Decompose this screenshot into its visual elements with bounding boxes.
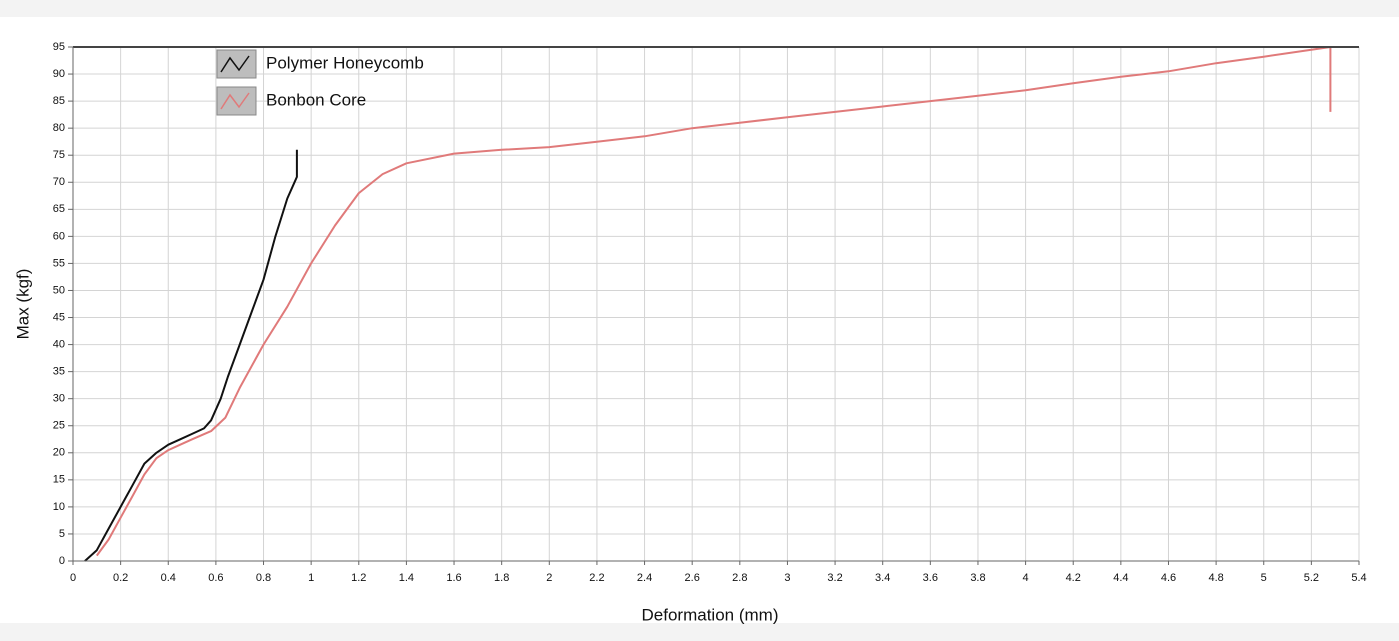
- y-tick-label: 60: [53, 230, 65, 242]
- y-tick-label: 20: [53, 447, 65, 459]
- y-tick-label: 45: [53, 311, 65, 323]
- legend-swatch: [216, 49, 257, 79]
- y-tick-label: 95: [53, 41, 65, 53]
- lines: [84, 46, 1332, 562]
- x-tick-label: 3.8: [970, 572, 985, 584]
- x-tick-label: 2: [546, 572, 552, 584]
- plot-area: [73, 47, 1359, 561]
- legend-icon: [220, 92, 250, 110]
- y-tick-label: 55: [53, 257, 65, 269]
- y-tick-label: 10: [53, 501, 65, 513]
- x-tick-label: 1: [308, 572, 314, 584]
- y-tick-label: 75: [53, 149, 65, 161]
- y-tick-label: 5: [59, 528, 65, 540]
- x-tick-label: 3: [784, 572, 790, 584]
- x-tick-label: 3.4: [875, 572, 890, 584]
- x-tick-label: 4: [1023, 572, 1029, 584]
- y-tick-label: 85: [53, 95, 65, 107]
- y-tick-label: 50: [53, 284, 65, 296]
- x-tick-label: 1.6: [446, 572, 461, 584]
- x-tick-label: 1.2: [351, 572, 366, 584]
- series-line: [95, 46, 1332, 557]
- bottom-band: [0, 623, 1399, 641]
- y-tick-label: 25: [53, 420, 65, 432]
- x-tick-label: 2.4: [637, 572, 652, 584]
- x-tick-label: 3.2: [827, 572, 842, 584]
- x-tick-label: 2.8: [732, 572, 747, 584]
- x-tick-label: 1.4: [399, 572, 414, 584]
- x-tick-label: 0.2: [113, 572, 128, 584]
- y-tick-label: 30: [53, 393, 65, 405]
- x-tick-label: 5.2: [1304, 572, 1319, 584]
- y-tick-label: 0: [59, 555, 65, 567]
- x-tick-label: 0.4: [161, 572, 176, 584]
- y-tick-label: 15: [53, 474, 65, 486]
- legend: Polymer Honeycomb Bonbon Core: [216, 49, 424, 116]
- y-tick-label: 40: [53, 338, 65, 350]
- y-tick-label: 80: [53, 122, 65, 134]
- x-tick-label: 4.6: [1161, 572, 1176, 584]
- legend-label: Polymer Honeycomb: [266, 53, 424, 72]
- x-tick-label: 4.8: [1208, 572, 1223, 584]
- x-axis-label: Deformation (mm): [642, 605, 779, 624]
- y-tick-label: 65: [53, 203, 65, 215]
- x-tick-label: 2.2: [589, 572, 604, 584]
- x-tick-label: 2.6: [685, 572, 700, 584]
- x-tick-label: 0: [70, 572, 76, 584]
- y-tick-label: 35: [53, 366, 65, 378]
- x-tick-label: 3.6: [923, 572, 938, 584]
- x-tick-label: 0.8: [256, 572, 271, 584]
- x-tick-label: 1.8: [494, 572, 509, 584]
- legend-icon: [220, 55, 250, 73]
- x-tick-label: 0.6: [208, 572, 223, 584]
- y-axis-label: Max (kgf): [13, 269, 32, 340]
- legend-swatch: [216, 86, 257, 116]
- x-tick-label: 4.4: [1113, 572, 1128, 584]
- x-tick-label: 5: [1261, 572, 1267, 584]
- series-line: [84, 149, 298, 562]
- top-band: [0, 0, 1399, 17]
- x-tick-label: 5.4: [1351, 572, 1366, 584]
- y-tick-label: 70: [53, 176, 65, 188]
- y-tick-label: 90: [53, 68, 65, 80]
- legend-label: Bonbon Core: [266, 90, 366, 109]
- x-tick-label: 4.2: [1066, 572, 1081, 584]
